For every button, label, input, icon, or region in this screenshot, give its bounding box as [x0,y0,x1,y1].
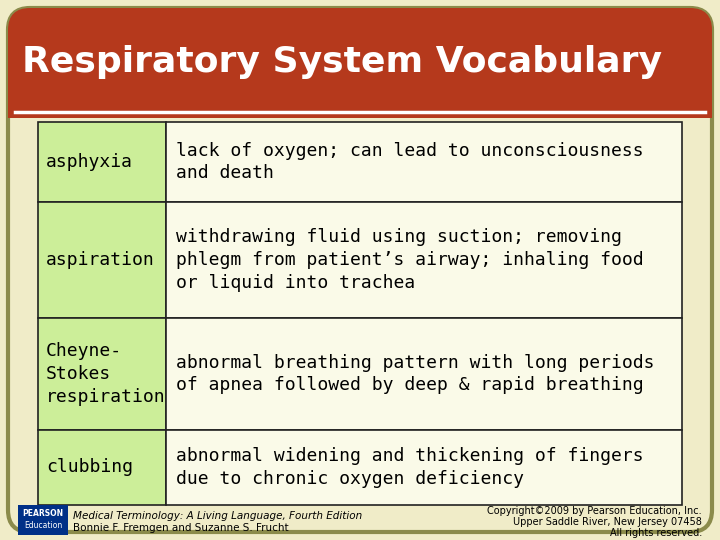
Text: abnormal widening and thickening of fingers
due to chronic oxygen deficiency: abnormal widening and thickening of fing… [176,447,644,488]
Text: Education: Education [24,522,62,530]
Bar [166,202,682,318]
Bar [166,318,682,430]
Bar [166,122,682,202]
Text: All rights reserved.: All rights reserved. [610,528,702,538]
Bar [38,122,166,202]
FancyBboxPatch shape [8,8,712,532]
Bar [166,430,682,505]
Text: PEARSON: PEARSON [22,510,63,518]
Text: Medical Terminology: A Living Language, Fourth Edition: Medical Terminology: A Living Language, … [73,511,362,521]
Text: lack of oxygen; can lead to unconsciousness
and death: lack of oxygen; can lead to unconsciousn… [176,141,644,183]
Bar [38,430,166,505]
Text: aspiration: aspiration [46,251,155,269]
Text: Copyright©2009 by Pearson Education, Inc.: Copyright©2009 by Pearson Education, Inc… [487,506,702,516]
FancyBboxPatch shape [8,8,712,118]
Bar [18,505,68,535]
Text: Cheyne-
Stokes
respiration: Cheyne- Stokes respiration [46,342,166,406]
Text: Respiratory System Vocabulary: Respiratory System Vocabulary [22,45,662,79]
Text: withdrawing fluid using suction; removing
phlegm from patient’s airway; inhaling: withdrawing fluid using suction; removin… [176,228,644,292]
Bar [38,318,166,430]
Text: asphyxia: asphyxia [46,153,133,171]
Text: Upper Saddle River, New Jersey 07458: Upper Saddle River, New Jersey 07458 [513,517,702,527]
Text: abnormal breathing pattern with long periods
of apnea followed by deep & rapid b: abnormal breathing pattern with long per… [176,354,654,394]
Bar [8,70,712,118]
Bar [38,202,166,318]
Text: clubbing: clubbing [46,458,133,476]
Text: Bonnie F. Fremgen and Suzanne S. Frucht: Bonnie F. Fremgen and Suzanne S. Frucht [73,523,289,533]
